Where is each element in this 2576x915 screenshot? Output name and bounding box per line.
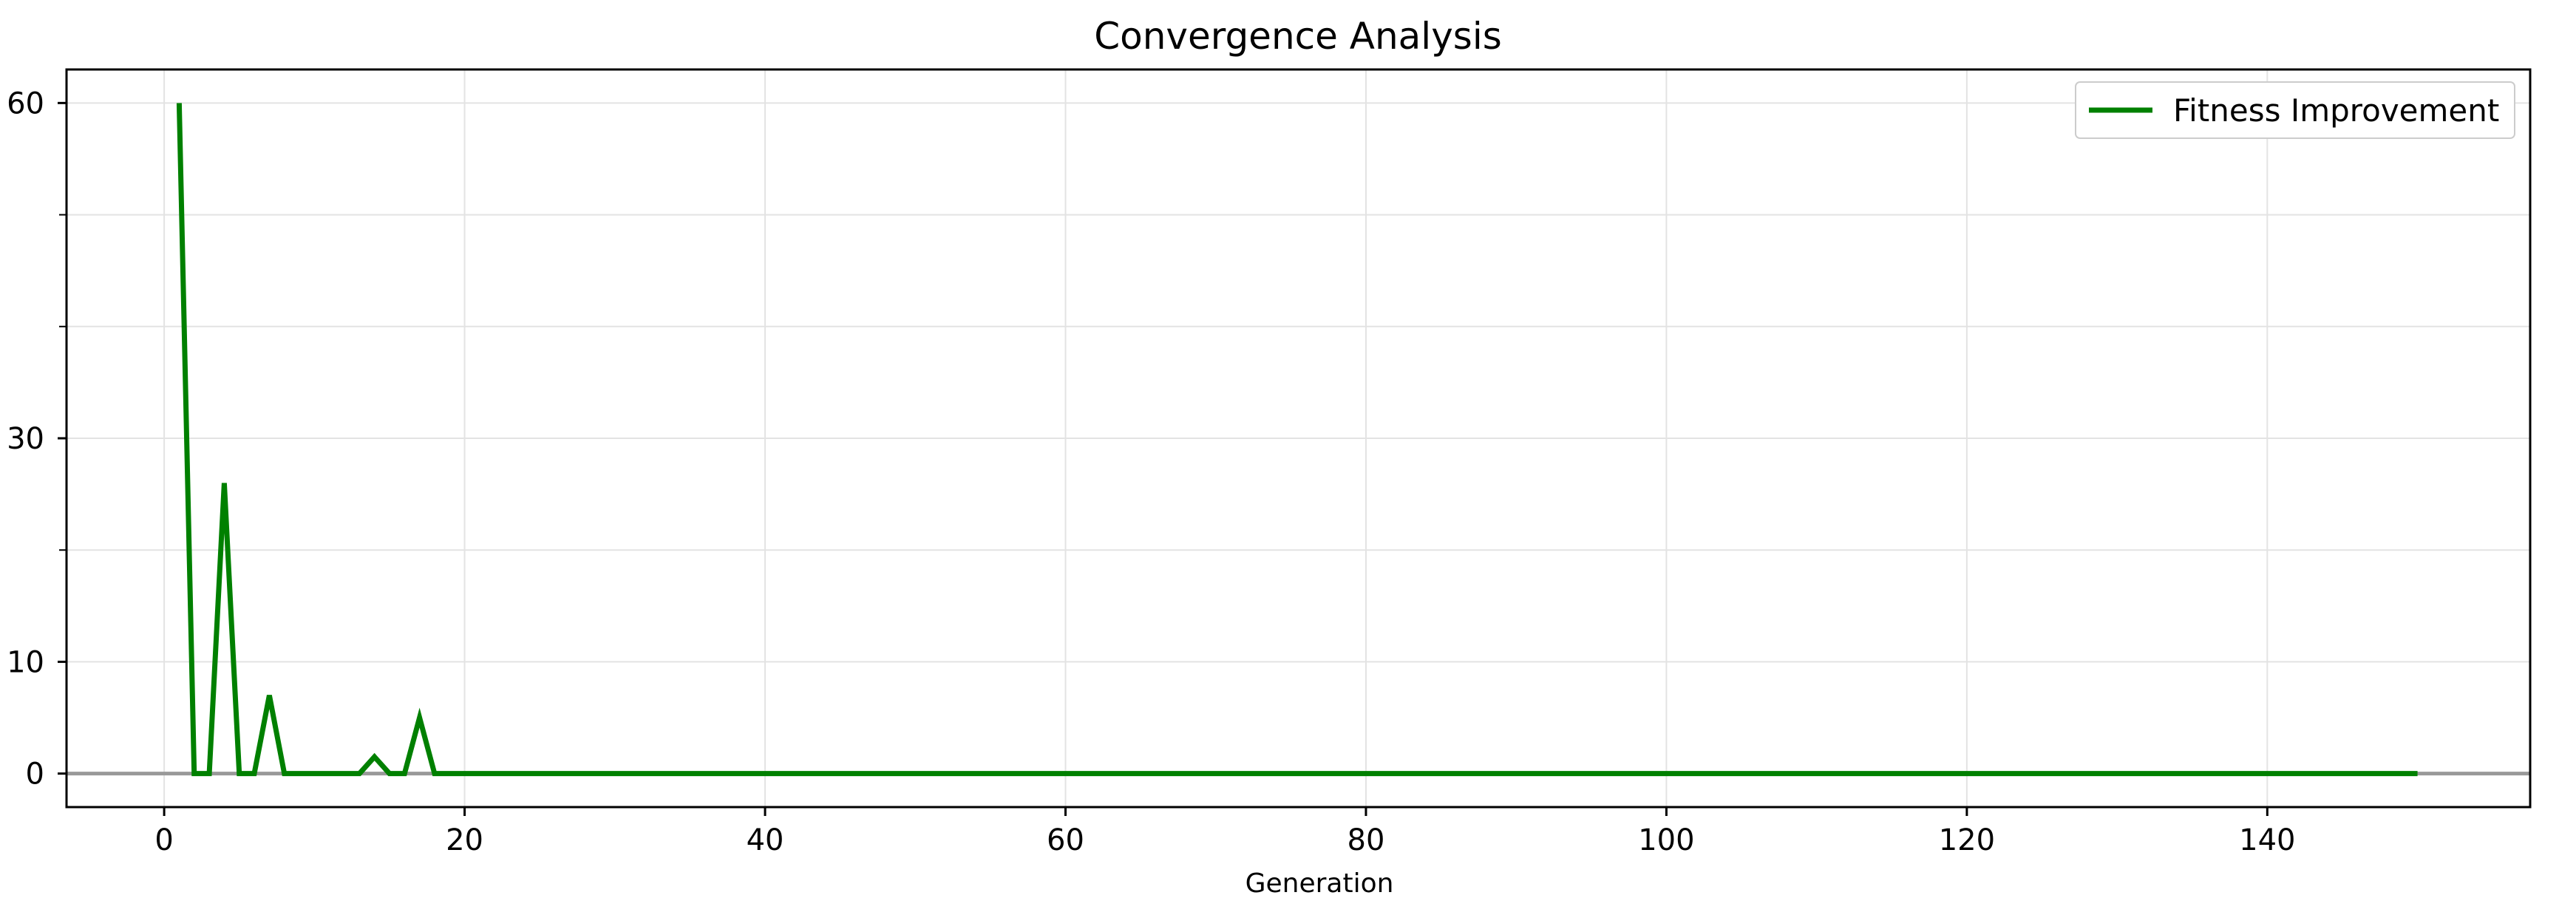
x-tick-label: 140	[2239, 823, 2295, 857]
x-tick-label: 0	[154, 823, 173, 857]
x-tick-label: 60	[1047, 823, 1084, 857]
x-axis-label: Generation	[1245, 868, 1394, 899]
series-line-fitness-improvement	[176, 103, 2418, 777]
chart-title: Convergence Analysis	[1094, 15, 1502, 58]
x-tick-label: 20	[446, 823, 483, 857]
y-tick-label: 10	[7, 645, 44, 679]
axis-ticks: 0 20 40 60 80 100 120 140 0 10 30 60	[7, 86, 2295, 857]
x-tick-label: 80	[1348, 823, 1385, 857]
x-tick-label: 100	[1638, 823, 1694, 857]
y-tick-label: 0	[26, 758, 44, 792]
legend: Fitness Improvement	[2075, 81, 2515, 139]
x-tick-label: 40	[747, 823, 784, 857]
series-layer	[176, 103, 2418, 777]
y-tick-label: 60	[7, 86, 44, 120]
y-tick-label: 30	[7, 422, 44, 456]
legend-label: Fitness Improvement	[2173, 92, 2499, 129]
legend-box	[2075, 81, 2515, 139]
x-tick-label: 120	[1939, 823, 1995, 857]
